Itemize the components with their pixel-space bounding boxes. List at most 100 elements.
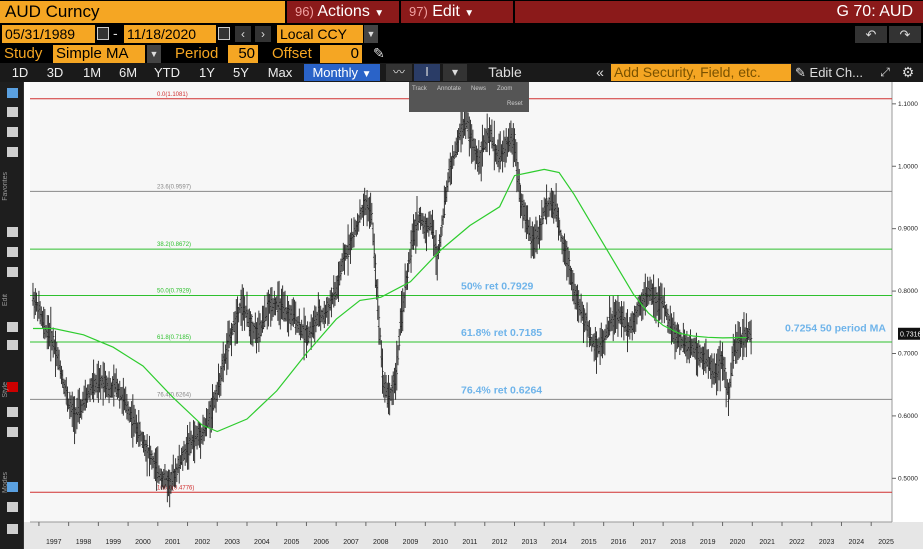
calendar-icon[interactable] bbox=[218, 27, 230, 40]
period-1d[interactable]: 1D bbox=[5, 64, 35, 81]
calendar-icon[interactable] bbox=[97, 27, 109, 40]
popup-news[interactable]: News bbox=[471, 86, 487, 92]
retracement-annotation: 50% ret 0.7929 bbox=[461, 281, 534, 293]
period-5y[interactable]: 5Y bbox=[226, 64, 256, 81]
next-arrow-icon[interactable]: › bbox=[255, 26, 271, 42]
currency-field[interactable]: Local CCY bbox=[277, 25, 363, 43]
period-field[interactable]: 50 bbox=[228, 45, 258, 63]
y-tick-label: 1.1000 bbox=[898, 101, 918, 108]
line-width-icon[interactable] bbox=[7, 427, 18, 437]
last-price-label: 0.7316 bbox=[900, 331, 922, 338]
last-price-box bbox=[898, 327, 920, 340]
line-chart-icon[interactable]: 〰 bbox=[386, 64, 412, 81]
magnet-icon[interactable] bbox=[7, 502, 18, 512]
x-tick-label: 2023 bbox=[819, 539, 835, 546]
pencil-icon[interactable]: ✎ bbox=[373, 45, 385, 61]
chevron-down-icon[interactable]: ▼ bbox=[147, 45, 161, 63]
security-title[interactable]: AUD Curncy bbox=[0, 1, 285, 23]
x-tick-label: 2006 bbox=[314, 539, 330, 546]
x-tick-label: 2011 bbox=[462, 539, 477, 546]
popup-reset[interactable]: Reset bbox=[507, 101, 523, 107]
expand-icon[interactable]: ⤢ bbox=[876, 64, 894, 81]
popup-track[interactable]: Track bbox=[412, 86, 427, 92]
plot-background bbox=[30, 82, 892, 522]
gear-icon[interactable]: ⚙ bbox=[898, 64, 918, 81]
brush-tool-icon[interactable] bbox=[7, 340, 18, 350]
x-tick-label: 2002 bbox=[195, 539, 211, 546]
x-tick-label: 2005 bbox=[284, 539, 300, 546]
period-max[interactable]: Max bbox=[261, 64, 299, 81]
color-swatch-icon[interactable] bbox=[7, 382, 18, 392]
retracement-annotation: 61.8% ret 0.7185 bbox=[461, 327, 542, 339]
x-tick-label: 2025 bbox=[878, 539, 894, 546]
period-3d[interactable]: 3D bbox=[40, 64, 70, 81]
bar-chart-icon[interactable]: ⵏ bbox=[414, 64, 440, 81]
redo-icon[interactable]: ↷ bbox=[889, 26, 921, 43]
chevron-down-icon: ▼ bbox=[374, 8, 385, 19]
table-button[interactable]: Table bbox=[473, 64, 537, 81]
chevron-down-icon: ▼ bbox=[464, 8, 475, 19]
prev-arrow-icon[interactable]: ‹ bbox=[235, 26, 251, 42]
moving-average-line bbox=[33, 168, 747, 433]
fib-label: 76.4(0.6264) bbox=[157, 392, 191, 398]
fib-label: 38.2(0.8672) bbox=[157, 242, 191, 248]
retracement-annotation: 0.7254 50 period MA bbox=[785, 323, 886, 335]
chart-area[interactable]: 0.0(1.1081) 23.6(0.9597) 38.2(0.8672) 50.0(… bbox=[24, 82, 923, 549]
price-chart[interactable]: 0.0(1.1081) 23.6(0.9597) 38.2(0.8672) 50.0(… bbox=[24, 82, 923, 549]
edit-num: 97) bbox=[409, 4, 428, 19]
actions-menu[interactable]: 96) Actions ▼ bbox=[287, 1, 399, 23]
text-tool-icon[interactable] bbox=[7, 322, 18, 332]
fib-tool-icon[interactable] bbox=[7, 127, 18, 137]
x-tick-label: 2009 bbox=[403, 539, 419, 546]
y-axis-strip bbox=[892, 82, 923, 549]
edit-chart-button[interactable]: ✎ Edit Ch... bbox=[795, 64, 871, 81]
drawing-toolbar: Favorites Edit Style Modes bbox=[0, 82, 24, 549]
period-1m[interactable]: 1M bbox=[76, 64, 108, 81]
chevron-down-icon[interactable]: ▾ bbox=[443, 64, 467, 81]
chart-popup: Track Annotate News Zoom Reset bbox=[409, 82, 529, 112]
chevron-down-icon[interactable]: ▼ bbox=[364, 25, 378, 43]
period-label: Period bbox=[175, 45, 219, 62]
popup-annotate[interactable]: Annotate bbox=[437, 86, 462, 92]
settings-icon[interactable] bbox=[7, 524, 18, 534]
x-tick-label: 1999 bbox=[105, 539, 121, 546]
edit-chart-label: Edit Ch... bbox=[809, 65, 863, 80]
popup-zoom[interactable]: Zoom bbox=[497, 86, 513, 92]
y-tick-label: 0.8000 bbox=[898, 288, 918, 295]
end-date-field[interactable]: 11/18/2020 bbox=[124, 25, 216, 43]
cursor-icon[interactable] bbox=[7, 88, 18, 98]
edit-menu[interactable]: 97) Edit ▼ bbox=[401, 1, 513, 23]
undo-icon[interactable]: ↶ bbox=[855, 26, 887, 43]
line-style-icon[interactable] bbox=[7, 407, 18, 417]
start-date-field[interactable]: 05/31/1989 bbox=[2, 25, 95, 43]
period-bar: 1D 3D 1M 6M YTD 1Y 5Y Max Monthly ▼ 〰 ⵏ … bbox=[0, 63, 923, 82]
study-label: Study bbox=[4, 45, 43, 62]
style-label: Style bbox=[2, 382, 9, 398]
y-tick-label: 0.5000 bbox=[898, 475, 918, 482]
x-tick-label: 2016 bbox=[611, 539, 627, 546]
actions-label: Actions bbox=[317, 3, 370, 20]
interval-select[interactable]: Monthly ▼ bbox=[304, 64, 380, 81]
period-1y[interactable]: 1Y bbox=[192, 64, 222, 81]
study-field[interactable]: Simple MA bbox=[53, 45, 145, 63]
period-ytd[interactable]: YTD bbox=[148, 64, 186, 81]
period-6m[interactable]: 6M bbox=[112, 64, 144, 81]
x-tick-label: 2019 bbox=[700, 539, 716, 546]
retracement-annotation: 76.4% ret 0.6264 bbox=[461, 384, 542, 396]
x-tick-label: 2020 bbox=[730, 539, 746, 546]
offset-field[interactable]: 0 bbox=[320, 45, 362, 63]
x-axis-strip bbox=[24, 522, 923, 549]
x-tick-label: 2022 bbox=[789, 539, 805, 546]
add-security-input[interactable]: Add Security, Field, etc. bbox=[611, 64, 791, 81]
hline-tool-icon[interactable] bbox=[7, 247, 18, 257]
x-tick-label: 1998 bbox=[76, 539, 92, 546]
ruler-tool-icon[interactable] bbox=[7, 267, 18, 277]
channel-tool-icon[interactable] bbox=[7, 147, 18, 157]
trend-tool-icon[interactable] bbox=[7, 227, 18, 237]
line-tool-icon[interactable] bbox=[7, 107, 18, 117]
mode-icon[interactable] bbox=[7, 482, 18, 492]
x-tick-label: 2001 bbox=[165, 539, 181, 546]
x-tick-label: 2004 bbox=[254, 539, 270, 546]
collapse-icon[interactable]: « bbox=[591, 64, 609, 81]
edit-label: Edit bbox=[432, 3, 460, 20]
